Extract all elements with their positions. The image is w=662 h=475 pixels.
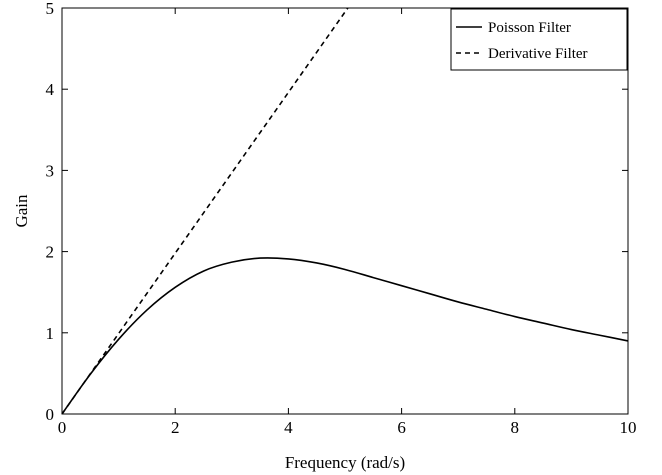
y-tick-label-3: 3 <box>46 161 55 180</box>
x-tick-label-1: 2 <box>171 418 180 437</box>
legend-label-poisson-filter: Poisson Filter <box>488 20 571 36</box>
x-tick-label-0: 0 <box>58 418 67 437</box>
plot-area <box>61 7 629 415</box>
legend-box <box>450 8 628 71</box>
y-tick-label-1: 1 <box>46 324 55 343</box>
series-line-derivative-filter <box>61 7 349 415</box>
y-tick-label-2: 2 <box>46 243 55 262</box>
x-tick-label-2: 4 <box>284 418 293 437</box>
series-line-poisson-filter <box>61 257 629 415</box>
x-axis-title: Frequency (rad/s) <box>285 453 405 472</box>
x-tick-label-5: 10 <box>620 418 637 437</box>
y-tick-label-4: 4 <box>46 80 55 99</box>
legend-label-derivative-filter: Derivative Filter <box>488 46 588 62</box>
x-tick-label-4: 8 <box>511 418 520 437</box>
x-tick-label-3: 6 <box>397 418 406 437</box>
y-tick-label-0: 0 <box>46 405 55 424</box>
y-axis-title: Gain <box>12 194 31 228</box>
y-tick-label-5: 5 <box>46 0 55 18</box>
legend: Poisson Filter Derivative Filter <box>450 8 628 71</box>
